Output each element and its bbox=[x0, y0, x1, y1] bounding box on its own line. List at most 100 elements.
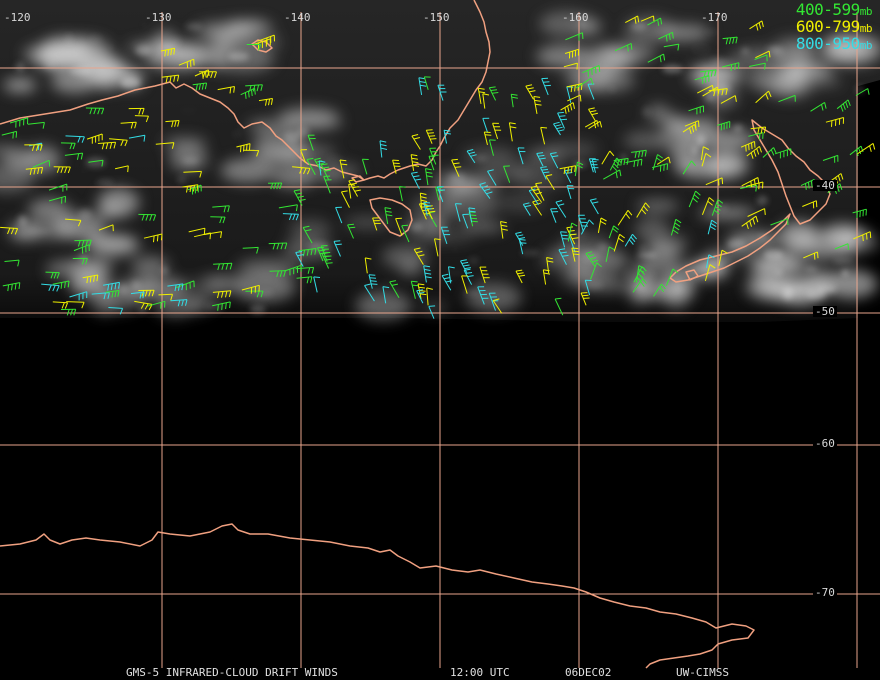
cloud-patch bbox=[419, 302, 449, 313]
cloud-streak bbox=[711, 83, 731, 94]
wind-barb bbox=[609, 157, 622, 172]
wind-barb bbox=[746, 146, 762, 159]
wind-barb bbox=[268, 242, 288, 250]
cloud-patch bbox=[674, 116, 722, 128]
cloud-streak bbox=[691, 145, 699, 156]
wind-barb bbox=[682, 160, 696, 175]
wind-barb bbox=[500, 221, 508, 239]
wind-barb bbox=[834, 243, 849, 251]
wind-barb bbox=[423, 76, 431, 90]
wind-barb bbox=[707, 219, 718, 235]
wind-barb bbox=[246, 44, 261, 51]
cloud-streak bbox=[161, 44, 175, 49]
data-source: UW-CIMSS bbox=[676, 666, 729, 679]
stewart-island bbox=[685, 269, 699, 281]
wind-barb bbox=[72, 257, 88, 265]
wind-barb bbox=[340, 190, 350, 208]
cloud-patch bbox=[97, 187, 140, 218]
wind-barb bbox=[670, 218, 682, 236]
wind-barb bbox=[550, 208, 559, 223]
wind-barb bbox=[138, 213, 157, 221]
wind-barb bbox=[564, 48, 579, 59]
wind-barb bbox=[193, 232, 212, 240]
wind-barb bbox=[545, 174, 555, 191]
cloud-streak bbox=[741, 47, 750, 55]
wind-barb bbox=[65, 218, 82, 227]
legend-unit: mb bbox=[859, 5, 873, 18]
wind-barb bbox=[199, 71, 217, 78]
longitude-label: -170 bbox=[701, 11, 728, 24]
wind-barb bbox=[530, 185, 543, 203]
wind-barb bbox=[558, 248, 569, 265]
wind-barb bbox=[510, 93, 518, 108]
wind-barb bbox=[488, 86, 499, 101]
cloud-patch bbox=[567, 264, 599, 280]
wind-barb bbox=[682, 123, 697, 135]
wind-barb bbox=[740, 140, 756, 152]
cloud-streak bbox=[326, 154, 342, 166]
wind-barb bbox=[802, 200, 818, 209]
wind-barb bbox=[574, 161, 584, 177]
wind-barb bbox=[384, 207, 393, 225]
cloud-patch bbox=[477, 163, 535, 179]
wind-barb bbox=[853, 231, 872, 242]
wind-barb bbox=[97, 141, 117, 150]
cloud-streak bbox=[381, 279, 397, 285]
wind-barb bbox=[295, 266, 315, 274]
wind-barb bbox=[65, 135, 85, 143]
legend-400-599: 400-599mb bbox=[796, 2, 873, 20]
wind-barb bbox=[120, 121, 137, 129]
wind-barb bbox=[762, 147, 777, 158]
wind-barb bbox=[88, 159, 104, 167]
wind-barb bbox=[741, 215, 759, 230]
cloud-streak bbox=[597, 242, 610, 253]
wind-barb bbox=[557, 111, 568, 129]
wind-barb bbox=[580, 219, 594, 235]
wind-barb bbox=[477, 87, 486, 104]
wind-barb bbox=[803, 251, 819, 260]
cloud-patch bbox=[90, 235, 141, 257]
kangaroo-island bbox=[351, 175, 365, 183]
cloud-streak bbox=[78, 208, 92, 220]
cloud-streak bbox=[579, 18, 587, 27]
latitude-label: -70 bbox=[813, 586, 837, 599]
wind-barb bbox=[857, 142, 876, 155]
wind-barb bbox=[82, 274, 99, 284]
wind-barb bbox=[161, 74, 180, 83]
wind-barb bbox=[437, 84, 447, 101]
wind-barb bbox=[410, 154, 420, 171]
cloud-streak bbox=[89, 34, 103, 44]
wind-barb bbox=[613, 233, 625, 252]
wind-barb bbox=[479, 266, 490, 284]
wind-barb bbox=[555, 200, 567, 218]
wind-barb bbox=[852, 208, 867, 219]
cloud-patch bbox=[698, 207, 756, 219]
wind-barb bbox=[810, 101, 827, 112]
wind-barb bbox=[318, 160, 326, 176]
wind-barb bbox=[575, 77, 594, 89]
wind-barb bbox=[392, 159, 401, 174]
cloud-streak bbox=[463, 290, 480, 296]
wind-barb bbox=[688, 105, 704, 115]
cloud-patch bbox=[705, 249, 755, 262]
wind-barb bbox=[74, 239, 92, 247]
wind-barb bbox=[278, 204, 298, 212]
wind-barb bbox=[348, 179, 361, 197]
wind-barb bbox=[658, 31, 674, 42]
wind-barb bbox=[134, 115, 149, 123]
cloud-patch bbox=[825, 269, 878, 299]
wind-barb bbox=[549, 152, 559, 169]
wind-barb bbox=[462, 213, 469, 229]
wind-barb bbox=[560, 231, 569, 248]
cloud-patch bbox=[3, 78, 37, 93]
cloud-streak bbox=[284, 131, 300, 144]
wind-barb bbox=[295, 251, 304, 267]
wind-barb bbox=[306, 157, 316, 176]
wind-barb bbox=[418, 77, 427, 95]
wind-barb bbox=[567, 94, 582, 102]
wind-barb bbox=[740, 184, 758, 192]
wind-barb bbox=[652, 154, 663, 171]
wind-barb bbox=[515, 231, 526, 246]
